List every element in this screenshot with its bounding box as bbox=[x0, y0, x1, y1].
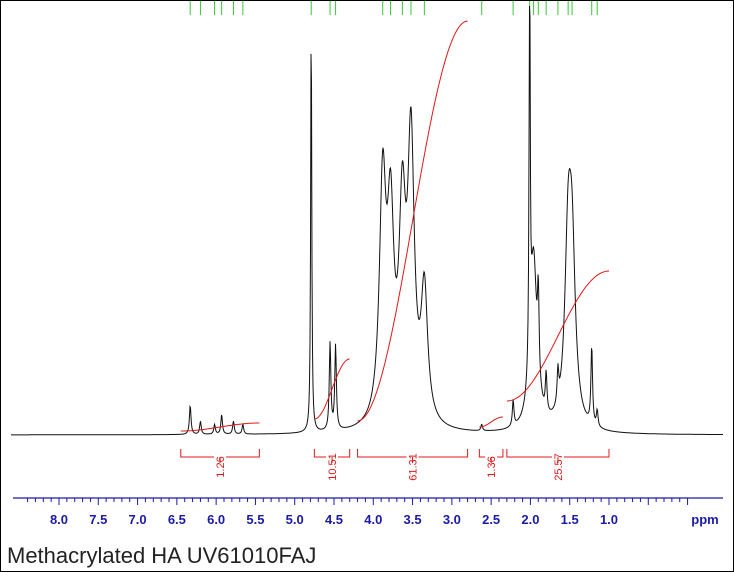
x-axis-tick-label: 2.0 bbox=[521, 512, 539, 527]
integral-brackets: 1.26 10.51 61.31 1.36 25.57 bbox=[180, 449, 610, 481]
x-axis-tick-label: 4.5 bbox=[325, 512, 343, 527]
integral-value-label: 10.51 bbox=[327, 453, 339, 481]
x-axis-tick-label: 1.0 bbox=[600, 512, 618, 527]
integral-bracket bbox=[478, 449, 504, 463]
x-axis-tick-label: 6.0 bbox=[207, 512, 225, 527]
x-axis-tick-label: 8.0 bbox=[50, 512, 68, 527]
x-axis-tick-label: 6.5 bbox=[168, 512, 186, 527]
integral-bracket bbox=[506, 449, 610, 463]
integral-bracket bbox=[180, 449, 260, 463]
peak-markers bbox=[189, 1, 598, 15]
x-axis-tick-label: 7.5 bbox=[89, 512, 107, 527]
x-axis-tick-label: 7.0 bbox=[129, 512, 147, 527]
integral-curve bbox=[357, 20, 468, 422]
x-axis-unit-label: ppm bbox=[691, 512, 718, 527]
x-axis: 8.0 7.5 7.0 6.5 6.0 5.5 5.0 4.5 4.0 3.5 3.0 2.5 2.0 1… bbox=[13, 497, 723, 527]
x-axis-tick-label: 5.0 bbox=[286, 512, 304, 527]
integral-value-label: 25.57 bbox=[553, 453, 565, 481]
nmr-spectrum-chart: 1.26 10.51 61.31 1.36 25.57 8.0 7.5 7.0 6.5 6.0 5… bbox=[11, 1, 723, 527]
x-axis-tick-label: 3.5 bbox=[404, 512, 422, 527]
x-axis-tick-label: 5.5 bbox=[246, 512, 264, 527]
x-axis-tick-label: 1.5 bbox=[561, 512, 579, 527]
integral-curves bbox=[180, 20, 610, 432]
integral-value-label: 1.36 bbox=[486, 456, 498, 477]
figure-caption: Methacrylated HA UV61010FAJ bbox=[7, 543, 317, 568]
x-axis-tick-label: 2.5 bbox=[482, 512, 500, 527]
integral-bracket bbox=[313, 449, 351, 463]
integral-curve bbox=[479, 416, 503, 428]
x-axis-tick-label: 4.0 bbox=[364, 512, 382, 527]
spectrum-line bbox=[11, 5, 723, 436]
integral-bracket bbox=[357, 449, 469, 463]
integral-curve bbox=[180, 422, 260, 432]
integral-curve bbox=[506, 270, 610, 402]
integral-value-label: 61.31 bbox=[408, 453, 420, 481]
integral-value-label: 1.26 bbox=[215, 456, 227, 477]
x-axis-tick-label: 3.0 bbox=[443, 512, 461, 527]
integral-curve bbox=[314, 358, 350, 420]
